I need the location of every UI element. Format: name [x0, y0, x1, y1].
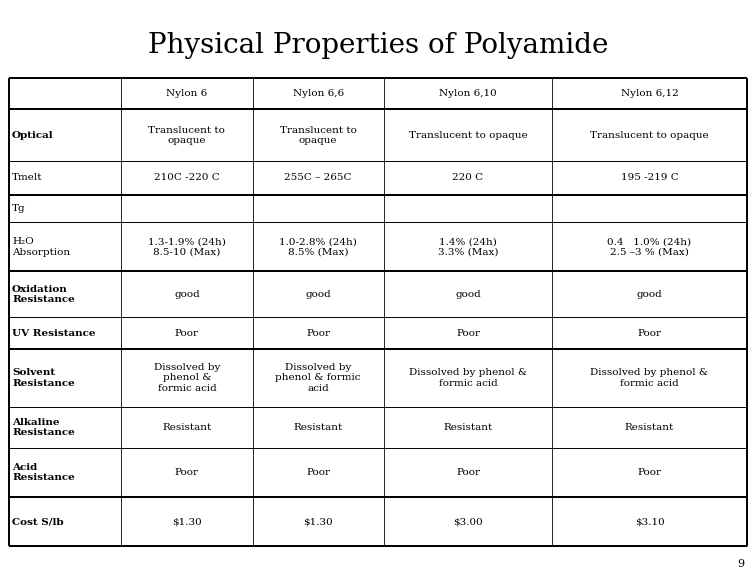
Text: Nylon 6,6: Nylon 6,6 [293, 89, 344, 98]
Text: 1.4% (24h)
3.3% (Max): 1.4% (24h) 3.3% (Max) [438, 237, 498, 256]
Text: 1.0-2.8% (24h)
8.5% (Max): 1.0-2.8% (24h) 8.5% (Max) [279, 237, 357, 256]
Text: UV Resistance: UV Resistance [12, 329, 95, 338]
Text: Nylon 6: Nylon 6 [166, 89, 207, 98]
Text: good: good [637, 290, 662, 299]
Text: Alkaline
Resistance: Alkaline Resistance [12, 418, 75, 437]
Text: Poor: Poor [456, 468, 480, 477]
Text: Poor: Poor [637, 468, 662, 477]
Text: Solvent
Resistance: Solvent Resistance [12, 368, 75, 388]
Text: Translucent to
opaque: Translucent to opaque [280, 126, 357, 145]
Text: Poor: Poor [306, 468, 330, 477]
Text: Resistant: Resistant [293, 423, 343, 432]
Text: H₂O
Absorption: H₂O Absorption [12, 237, 70, 256]
Text: Dissolved by
phenol &
formic acid: Dissolved by phenol & formic acid [153, 363, 220, 393]
Text: good: good [305, 290, 331, 299]
Text: 9: 9 [738, 559, 745, 569]
Text: 255C – 265C: 255C – 265C [284, 173, 352, 183]
Text: Poor: Poor [637, 329, 662, 338]
Text: Nylon 6,12: Nylon 6,12 [621, 89, 678, 98]
Text: $1.30: $1.30 [172, 517, 202, 526]
Text: $3.00: $3.00 [453, 517, 483, 526]
Text: Dissolved by
phenol & formic
acid: Dissolved by phenol & formic acid [275, 363, 361, 393]
Text: $1.30: $1.30 [303, 517, 333, 526]
Text: Poor: Poor [306, 329, 330, 338]
Text: Tg: Tg [12, 204, 26, 213]
Text: 210C -220 C: 210C -220 C [154, 173, 220, 183]
Text: 195 -219 C: 195 -219 C [621, 173, 678, 183]
Text: Dissolved by phenol &
formic acid: Dissolved by phenol & formic acid [409, 368, 527, 388]
Text: Dissolved by phenol &
formic acid: Dissolved by phenol & formic acid [590, 368, 708, 388]
Text: Cost S/lb: Cost S/lb [12, 517, 64, 526]
Text: Resistant: Resistant [625, 423, 674, 432]
Text: Resistant: Resistant [443, 423, 493, 432]
Text: Poor: Poor [175, 329, 199, 338]
Text: Resistant: Resistant [163, 423, 212, 432]
Text: Physical Properties of Polyamide: Physical Properties of Polyamide [148, 32, 608, 59]
Text: Nylon 6,10: Nylon 6,10 [439, 89, 497, 98]
Text: 220 C: 220 C [452, 173, 484, 183]
Text: Poor: Poor [456, 329, 480, 338]
Text: Tmelt: Tmelt [12, 173, 42, 183]
Text: 0.4   1.0% (24h)
2.5 –3 % (Max): 0.4 1.0% (24h) 2.5 –3 % (Max) [608, 237, 692, 256]
Text: Oxidation
Resistance: Oxidation Resistance [12, 285, 75, 304]
Text: good: good [455, 290, 481, 299]
Text: Optical: Optical [12, 131, 54, 140]
Text: Translucent to opaque: Translucent to opaque [409, 131, 528, 140]
Text: Translucent to opaque: Translucent to opaque [590, 131, 709, 140]
Text: Acid
Resistance: Acid Resistance [12, 463, 75, 482]
Text: Translucent to
opaque: Translucent to opaque [148, 126, 225, 145]
Text: good: good [174, 290, 200, 299]
Text: 1.3-1.9% (24h)
8.5-10 (Max): 1.3-1.9% (24h) 8.5-10 (Max) [148, 237, 226, 256]
Text: Poor: Poor [175, 468, 199, 477]
Text: $3.10: $3.10 [634, 517, 665, 526]
